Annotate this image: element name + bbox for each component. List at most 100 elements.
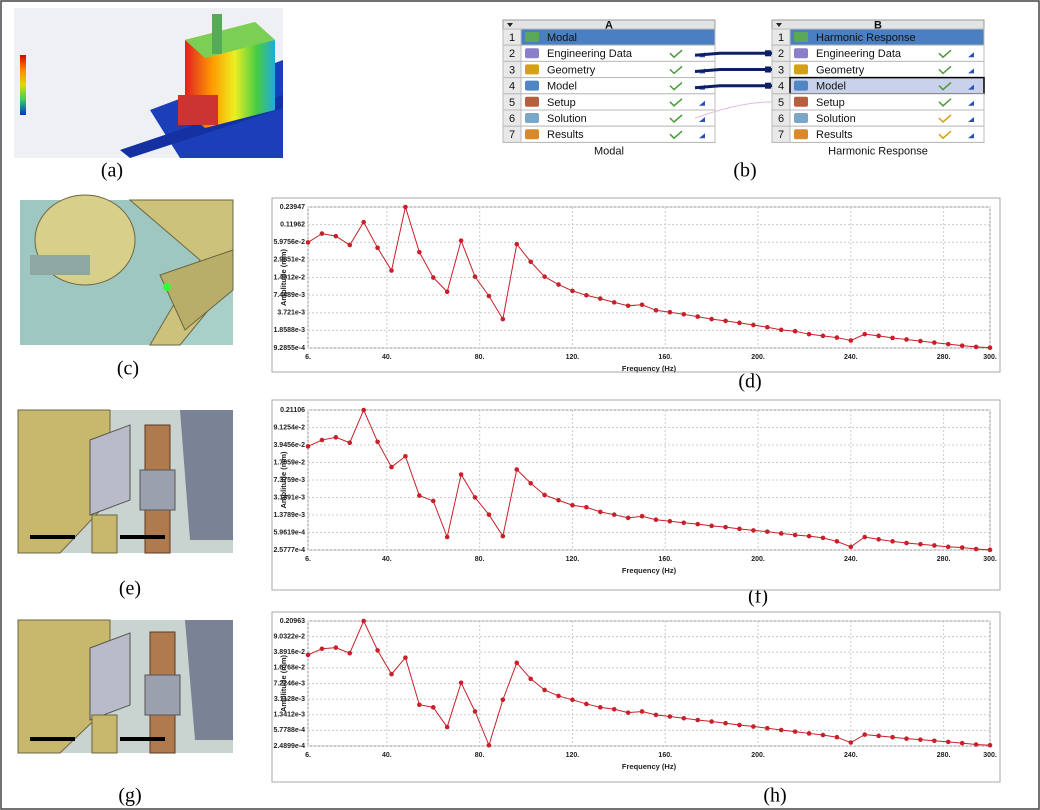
- data-point: [681, 716, 686, 721]
- data-point: [793, 729, 798, 734]
- data-point: [654, 517, 659, 522]
- image-c: [20, 195, 233, 345]
- data-point: [835, 539, 840, 544]
- data-point: [417, 250, 422, 255]
- row-number: 2: [509, 48, 515, 60]
- data-point: [849, 740, 854, 745]
- y-tick-label: 5.7788e-4: [273, 727, 305, 734]
- y-axis-label: Amplitude (mm): [279, 654, 288, 712]
- data-point: [668, 519, 673, 524]
- x-axis-label: Frequency (Hz): [622, 364, 677, 373]
- row-label: Solution: [547, 113, 587, 125]
- row-label: Results: [816, 129, 853, 141]
- data-point: [403, 205, 408, 210]
- row-number: 4: [778, 81, 784, 93]
- data-point: [612, 300, 617, 305]
- data-point: [417, 493, 422, 498]
- data-point: [626, 303, 631, 308]
- row-icon: [794, 64, 808, 74]
- data-point: [514, 242, 519, 247]
- data-point: [361, 619, 366, 624]
- y-tick-label: 9.1254e-2: [273, 424, 305, 431]
- y-tick-label: 0.21106: [280, 407, 305, 414]
- data-point: [709, 524, 714, 529]
- x-tick-label: 6.: [305, 752, 311, 759]
- row-label: Results: [547, 129, 584, 141]
- row-icon: [525, 129, 539, 139]
- x-tick-label: 300.: [983, 354, 997, 361]
- x-tick-label: 160.: [658, 752, 672, 759]
- row-label: Solution: [816, 113, 856, 125]
- data-point: [334, 234, 339, 239]
- image-e: [18, 410, 233, 553]
- data-point: [556, 282, 561, 287]
- row-number: 7: [509, 129, 515, 141]
- row-icon: [794, 113, 808, 123]
- x-tick-label: 240.: [844, 354, 858, 361]
- panel-label: (b): [733, 160, 756, 182]
- x-tick-label: 300.: [983, 752, 997, 759]
- x-tick-label: 120.: [566, 752, 580, 759]
- data-point: [946, 342, 951, 347]
- data-point: [988, 548, 993, 553]
- data-point: [361, 220, 366, 225]
- data-point: [431, 499, 436, 504]
- data-point: [389, 465, 394, 470]
- y-tick-label: 9.0322e-2: [273, 633, 305, 640]
- data-point: [793, 329, 798, 334]
- row-number: 1: [509, 32, 515, 44]
- data-point: [751, 528, 756, 533]
- data-point: [584, 505, 589, 510]
- data-point: [890, 735, 895, 740]
- x-tick-label: 40.: [382, 752, 392, 759]
- data-point: [974, 742, 979, 747]
- data-point: [751, 724, 756, 729]
- data-point: [890, 336, 895, 341]
- x-axis-label: Frequency (Hz): [622, 566, 677, 575]
- x-tick-label: 200.: [751, 354, 765, 361]
- data-point: [445, 725, 450, 730]
- panel-label: (c): [117, 358, 139, 380]
- data-point: [320, 438, 325, 443]
- chart: 9.2855e-41.8588e-33.721e-37.4489e-31.491…: [272, 198, 1000, 373]
- y-axis-label: Amplitude (mm): [279, 451, 288, 509]
- data-point: [320, 231, 325, 236]
- figure: (a)(b)(c)(d)(e)(f)(g)(h)A1Modal2Engineer…: [0, 0, 1040, 810]
- data-point: [695, 522, 700, 527]
- data-point: [473, 274, 478, 279]
- data-point: [654, 308, 659, 313]
- data-point: [347, 243, 352, 248]
- data-point: [375, 648, 380, 653]
- image-g: [18, 620, 233, 753]
- data-point: [695, 718, 700, 723]
- y-tick-label: 0.23947: [280, 204, 305, 211]
- data-point: [598, 296, 603, 301]
- x-tick-label: 280.: [937, 752, 951, 759]
- y-tick-label: 1.8588e-3: [273, 327, 305, 334]
- y-tick-label: 0.11962: [280, 221, 305, 228]
- y-tick-label: 0.20963: [280, 618, 305, 625]
- data-point: [528, 481, 533, 486]
- row-number: 3: [778, 64, 784, 76]
- data-point: [960, 343, 965, 348]
- data-point: [918, 339, 923, 344]
- data-point: [765, 529, 770, 534]
- data-point: [514, 661, 519, 666]
- data-point: [974, 345, 979, 350]
- row-label: Setup: [547, 97, 576, 109]
- y-tick-label: 2.5777e-4: [273, 547, 305, 554]
- data-point: [640, 302, 645, 307]
- row-label: Modal: [547, 32, 577, 44]
- row-number: 6: [778, 113, 784, 125]
- data-point: [403, 655, 408, 660]
- data-point: [389, 268, 394, 273]
- data-point: [347, 651, 352, 656]
- data-point: [668, 714, 673, 719]
- row-icon: [525, 113, 539, 123]
- data-point: [334, 435, 339, 440]
- x-tick-label: 240.: [844, 556, 858, 563]
- data-point: [862, 332, 867, 337]
- row-number: 4: [509, 81, 515, 93]
- data-point: [849, 338, 854, 343]
- data-point: [612, 707, 617, 712]
